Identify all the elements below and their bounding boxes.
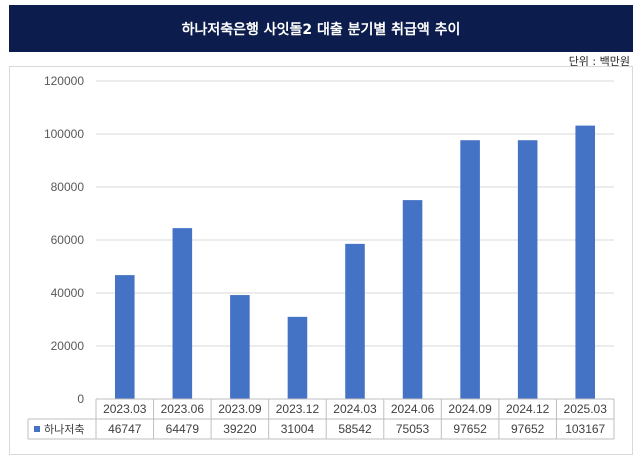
bar xyxy=(460,140,480,399)
legend-series-name: 하나저축 xyxy=(44,422,84,436)
bar xyxy=(402,200,423,399)
x-category-label: 2024.03 xyxy=(333,402,377,416)
y-tick-label: 40000 xyxy=(51,286,85,300)
x-category-label: 2023.12 xyxy=(276,402,320,416)
data-value-label: 75053 xyxy=(396,422,430,436)
legend-swatch xyxy=(34,426,40,432)
y-tick-label: 120000 xyxy=(44,74,84,88)
bar xyxy=(114,275,135,399)
data-value-label: 97652 xyxy=(511,422,545,436)
bar xyxy=(172,228,193,399)
unit-note: 단위 : 백만원 xyxy=(568,55,630,68)
bar xyxy=(517,140,538,399)
data-value-label: 39220 xyxy=(223,422,257,436)
bar xyxy=(287,316,308,399)
data-value-label: 58542 xyxy=(338,422,372,436)
data-value-label: 46747 xyxy=(108,422,142,436)
data-value-label: 97652 xyxy=(453,422,487,436)
x-category-label: 2025.03 xyxy=(564,402,608,416)
data-value-label: 103167 xyxy=(565,422,605,436)
bar xyxy=(575,125,596,399)
y-tick-label: 80000 xyxy=(51,180,85,194)
y-tick-label: 60000 xyxy=(51,233,85,247)
data-value-label: 31004 xyxy=(281,422,315,436)
chart-title: 하나저축은행 사잇돌2 대출 분기별 취급액 추이 xyxy=(9,5,633,52)
y-tick-label: 100000 xyxy=(44,127,84,141)
x-category-label: 2023.03 xyxy=(103,402,147,416)
y-tick-label: 20000 xyxy=(51,339,85,353)
x-category-label: 2023.06 xyxy=(161,402,205,416)
x-category-label: 2024.09 xyxy=(448,402,492,416)
x-category-label: 2023.09 xyxy=(218,402,262,416)
x-category-label: 2024.06 xyxy=(391,402,435,416)
chart-frame xyxy=(9,66,633,455)
data-value-label: 64479 xyxy=(166,422,200,436)
x-category-label: 2024.12 xyxy=(506,402,550,416)
y-tick-label: 0 xyxy=(77,392,84,406)
bar xyxy=(345,243,365,399)
bar xyxy=(230,295,250,399)
